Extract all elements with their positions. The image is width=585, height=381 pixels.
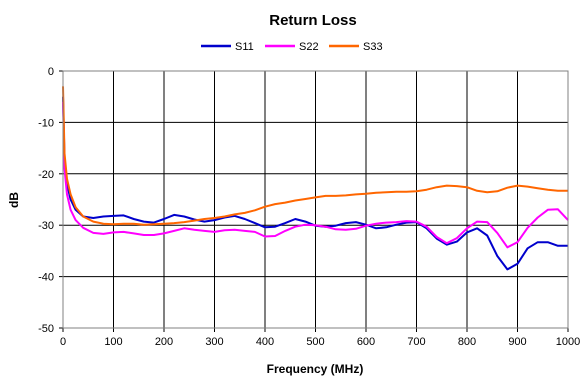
plot-border (62, 70, 569, 329)
series-line-s11 (62, 96, 568, 271)
x-tick-label: 300 (205, 336, 223, 348)
y-tick-label: -30 (38, 220, 54, 232)
series-line-s33 (62, 86, 568, 226)
y-axis-title: dB (7, 192, 21, 208)
legend: S11 S22 S33 (201, 41, 383, 53)
x-tick-label: 800 (458, 336, 476, 348)
y-axis-ticks: 0 -10 -20 -30 -40 -50 (38, 66, 63, 335)
x-tick-label: 0 (60, 336, 66, 348)
x-tick-label: 100 (104, 336, 122, 348)
y-tick-label: -10 (38, 117, 54, 129)
x-axis-title: Frequency (MHz) (267, 362, 364, 376)
x-tick-label: 700 (407, 336, 425, 348)
x-tick-label: 400 (256, 336, 274, 348)
legend-label-s11: S11 (235, 41, 254, 53)
x-axis-ticks: 0 100 200 300 400 500 600 700 800 900 1000 (60, 328, 580, 348)
x-tick-label: 200 (155, 336, 173, 348)
y-tick-label: -40 (38, 272, 54, 284)
y-tick-label: -50 (38, 323, 54, 335)
series-line-s22 (62, 101, 569, 249)
y-tick-label: 0 (48, 66, 54, 78)
x-tick-label: 1000 (556, 336, 580, 348)
x-tick-label: 900 (508, 336, 526, 348)
x-tick-label: 500 (306, 336, 324, 348)
chart-title: Return Loss (269, 12, 357, 29)
y-tick-label: -20 (38, 169, 54, 181)
legend-label-s33: S33 (363, 41, 383, 53)
legend-label-s22: S22 (299, 41, 319, 53)
x-tick-label: 600 (357, 336, 375, 348)
series-lines (62, 86, 569, 271)
